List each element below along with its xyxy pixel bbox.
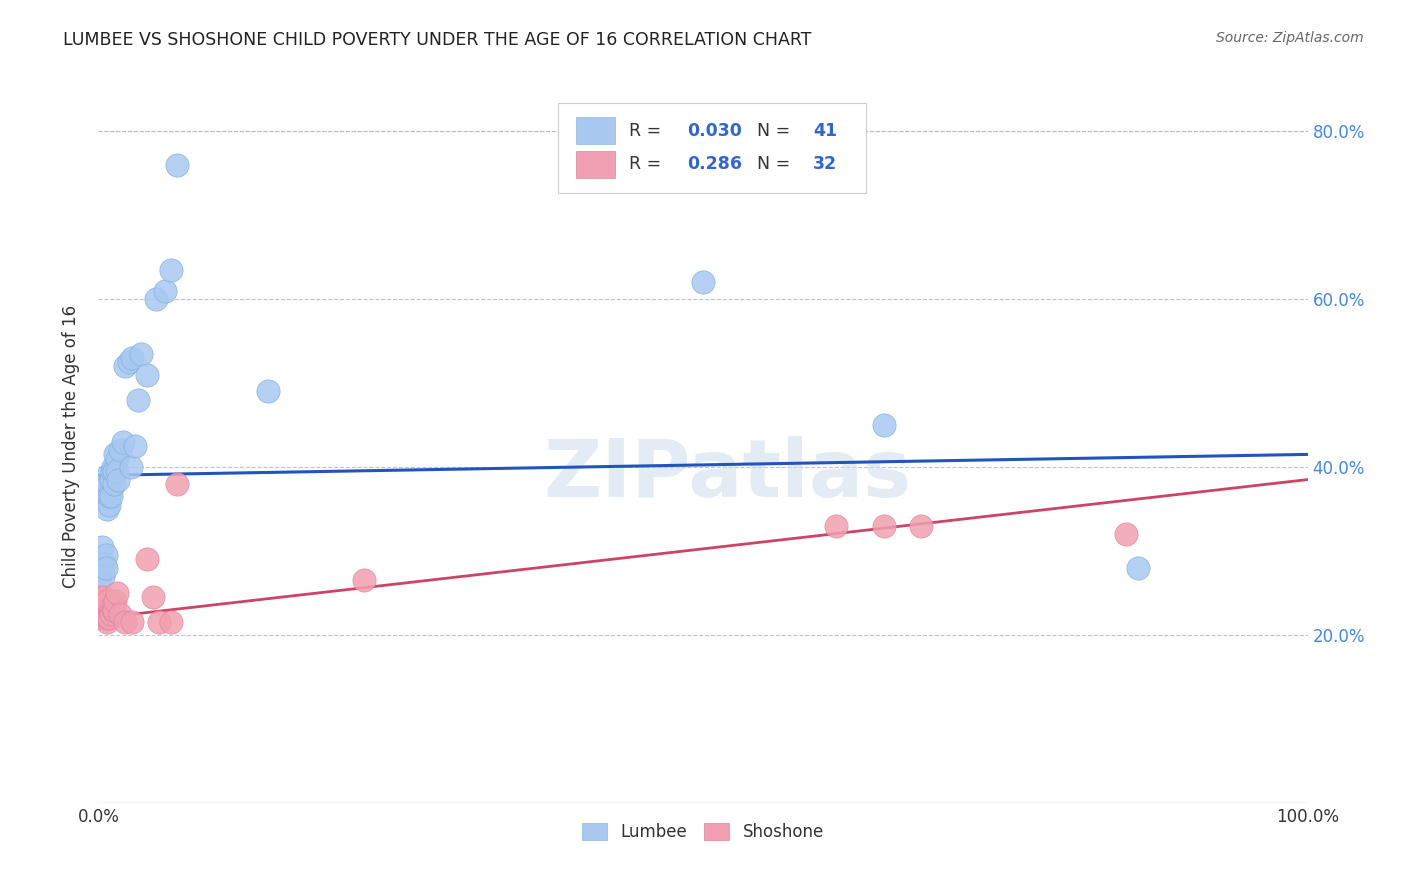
Point [93,557,115,571]
Point [107,473,129,487]
Point [98,611,121,625]
Text: ZIPatlas: ZIPatlas [543,435,911,514]
Point [142,590,165,604]
Point [104,594,127,608]
Text: R =: R = [630,155,666,173]
Point [105,586,128,600]
Text: 32: 32 [813,155,837,173]
Text: 41: 41 [813,121,837,139]
Point [873,417,896,432]
Text: LUMBEE VS SHOSHONE CHILD POVERTY UNDER THE AGE OF 16 CORRELATION CHART: LUMBEE VS SHOSHONE CHILD POVERTY UNDER T… [63,31,811,49]
Point [1115,527,1137,541]
Point [101,460,124,475]
Point [94,548,117,562]
Text: N =: N = [758,121,796,139]
Point [100,489,122,503]
Point [96,594,118,608]
Point [135,552,157,566]
Point [160,615,183,630]
Point [91,590,114,604]
Point [148,615,170,630]
FancyBboxPatch shape [558,103,866,193]
Point [98,489,121,503]
Point [100,599,122,613]
Text: R =: R = [630,121,666,139]
Point [97,476,120,491]
Point [91,599,114,613]
Point [353,574,375,588]
Point [873,518,896,533]
Point [103,464,125,478]
Point [127,392,149,407]
Point [89,594,111,608]
Point [89,590,111,604]
Point [90,607,112,621]
Point [96,615,118,630]
Point [910,518,932,533]
Point [90,557,112,571]
Point [256,384,278,399]
Point [825,518,848,533]
Point [160,262,183,277]
Point [121,615,143,630]
Point [96,502,118,516]
Point [153,284,176,298]
Point [93,611,115,625]
Point [108,443,131,458]
Point [100,607,122,621]
Point [91,569,114,583]
Point [97,468,120,483]
Point [135,368,157,382]
Point [105,451,128,466]
Point [103,476,125,491]
Point [129,346,152,360]
Point [104,447,127,461]
FancyBboxPatch shape [576,117,614,145]
Point [103,603,125,617]
Point [101,603,124,617]
Point [100,464,122,478]
Y-axis label: Child Poverty Under the Age of 16: Child Poverty Under the Age of 16 [62,304,80,588]
FancyBboxPatch shape [576,151,614,178]
Point [98,498,121,512]
Point [145,292,167,306]
Point [89,569,111,583]
Text: Source: ZipAtlas.com: Source: ZipAtlas.com [1216,31,1364,45]
Point [1128,560,1150,574]
Point [105,464,128,478]
Point [94,560,117,574]
Point [114,359,136,374]
Point [91,594,114,608]
Point [166,158,188,172]
Point [120,460,142,475]
Point [692,275,714,289]
Point [97,611,120,625]
Point [100,473,122,487]
Point [111,434,134,449]
Point [166,476,188,491]
Point [118,355,141,369]
Point [108,607,131,621]
Point [114,615,136,630]
Text: 0.030: 0.030 [688,121,742,139]
Point [96,485,118,500]
Point [124,439,146,453]
Point [91,611,114,625]
Legend: Lumbee, Shoshone: Lumbee, Shoshone [575,816,831,848]
Text: N =: N = [758,155,796,173]
Point [94,611,117,625]
Point [91,540,114,554]
Point [121,351,143,365]
Text: 0.286: 0.286 [688,155,742,173]
